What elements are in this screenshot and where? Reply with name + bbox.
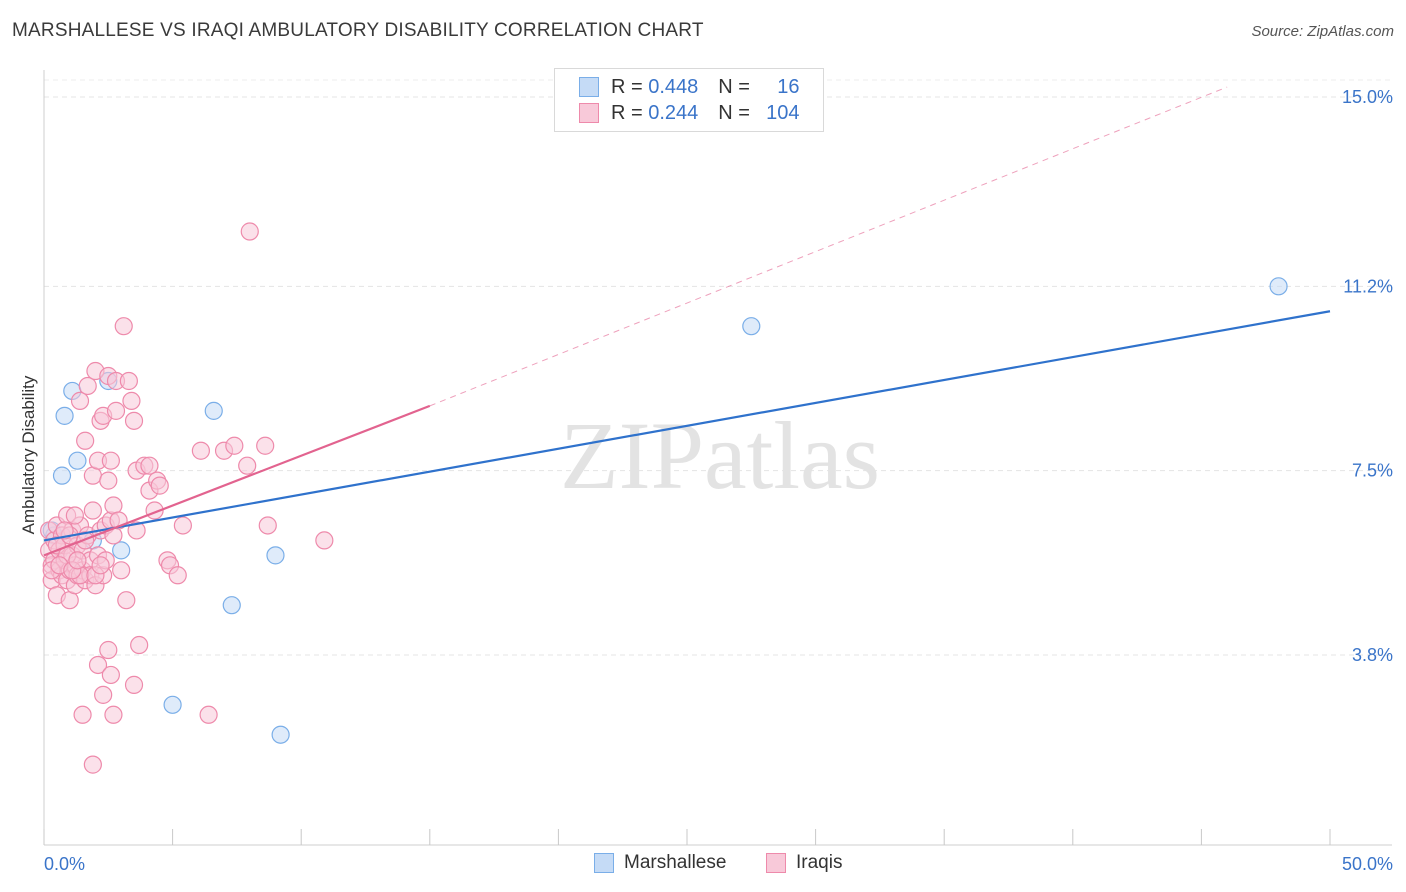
marshallese-legend-swatch <box>594 853 614 873</box>
y-axis-title: Ambulatory Disability <box>19 375 38 534</box>
n-label: N = <box>718 75 750 98</box>
marshallese-point <box>204 401 223 420</box>
iraqis-point <box>240 222 259 241</box>
iraqis-point <box>191 441 210 460</box>
n-value: 104 <box>766 101 800 124</box>
iraqis-point <box>83 501 102 520</box>
marshallese-point <box>222 596 241 615</box>
iraqis-trend-extension <box>429 86 1228 407</box>
r-value: 0.448 <box>648 75 699 98</box>
legend-item-marshallese[interactable]: Marshallese <box>594 852 726 874</box>
iraqis-point <box>73 705 92 724</box>
iraqis-point <box>99 471 118 490</box>
iraqis-point <box>258 516 277 535</box>
iraqis-point <box>91 556 110 575</box>
marshallese-point <box>112 541 131 560</box>
watermark: ZIPatlas <box>560 402 880 509</box>
legend-row-iraqis: R = 0.244 N = 104 <box>579 101 800 125</box>
iraqis-point <box>88 655 108 675</box>
marshallese-point <box>52 466 72 485</box>
iraqis-point <box>114 317 133 336</box>
marshallese-point <box>163 695 182 714</box>
stats-legend: R = 0.448 N = 16 R = 0.244 N = 104 <box>554 68 824 132</box>
iraqis-point <box>130 635 149 655</box>
n-value: 16 <box>777 75 800 98</box>
iraqis-point <box>150 476 169 495</box>
marshallese-point <box>742 317 761 336</box>
iraqis-swatch <box>579 103 599 123</box>
iraqis-point <box>140 456 159 475</box>
iraqis-point <box>124 675 144 694</box>
iraqis-trendline <box>43 404 431 557</box>
trendlines <box>43 86 1331 557</box>
iraqis-point <box>70 391 90 411</box>
x-tick-label: 50.0% <box>1342 854 1393 874</box>
chart-title: MARSHALLESE VS IRAQI AMBULATORY DISABILI… <box>12 20 704 41</box>
legend-item-iraqis[interactable]: Iraqis <box>766 852 842 874</box>
iraqis-point <box>101 451 120 470</box>
marshallese-point <box>1269 277 1288 296</box>
tick-labels: 3.8% 7.5% 11.2% 15.0% 0.0% 50.0% <box>44 87 1393 874</box>
iraqis-point <box>199 705 218 724</box>
r-label: R = <box>611 101 643 124</box>
iraqis-point <box>127 521 146 540</box>
data-points <box>40 222 1288 774</box>
iraqis-point <box>173 516 192 535</box>
iraqis-point <box>55 521 74 540</box>
y-tick-label: 7.5% <box>1352 461 1393 481</box>
iraqis-legend-swatch <box>766 853 786 873</box>
iraqis-point <box>256 436 275 455</box>
marshallese-point <box>68 451 87 470</box>
marshallese-trendline <box>43 310 1331 542</box>
axes <box>43 70 1392 846</box>
iraqis-point <box>104 705 123 724</box>
marshallese-point <box>271 725 290 744</box>
iraqis-point <box>238 456 257 475</box>
marshallese-point <box>55 406 74 425</box>
iraqis-point <box>315 531 334 550</box>
x-tick-label: 0.0% <box>44 854 85 874</box>
marshallese-swatch <box>579 77 599 97</box>
gridlines <box>44 79 1392 656</box>
n-label: N = <box>718 101 750 124</box>
iraqis-point <box>168 566 187 585</box>
y-tick-label: 3.8% <box>1352 645 1393 665</box>
iraqis-point <box>124 411 144 430</box>
iraqis-point <box>117 591 136 610</box>
iraqis-point <box>225 436 244 455</box>
legend-row-marshallese: R = 0.448 N = 16 <box>579 75 800 99</box>
iraqis-point <box>83 755 102 774</box>
iraqis-point <box>112 561 131 580</box>
chart-source: Source: ZipAtlas.com <box>1251 23 1394 40</box>
iraqis-point <box>99 640 118 660</box>
y-tick-label: 15.0% <box>1342 87 1393 107</box>
iraqis-point <box>78 376 97 396</box>
r-label: R = <box>611 75 643 98</box>
iraqis-point <box>119 371 138 391</box>
marshallese-point <box>266 546 285 565</box>
iraqis-point <box>65 506 84 525</box>
iraqis-point <box>68 551 87 570</box>
y-tick-label: 11.2% <box>1343 276 1393 296</box>
iraqis-point <box>76 431 95 450</box>
iraqis-point <box>94 685 113 704</box>
r-value: 0.244 <box>648 101 699 124</box>
iraqis-point <box>122 391 141 411</box>
marshallese-legend-label: Marshallese <box>624 852 727 873</box>
iraqis-legend-label: Iraqis <box>796 852 843 873</box>
iraqis-point <box>101 665 120 685</box>
iraqis-point <box>106 401 126 420</box>
